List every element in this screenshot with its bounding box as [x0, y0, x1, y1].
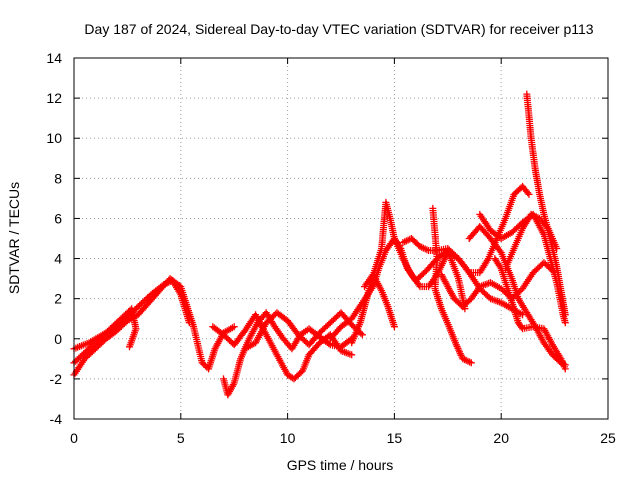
series-track-5	[209, 311, 356, 383]
y-tick-label: 12	[46, 90, 62, 106]
y-tick-label: 6	[54, 210, 62, 226]
y-tick-label: 4	[54, 251, 62, 267]
y-tick-label: 14	[46, 50, 62, 66]
x-tick-label: 10	[280, 430, 296, 446]
y-tick-label: -4	[50, 411, 63, 427]
y-tick-label: 8	[54, 170, 62, 186]
series-track-3	[70, 305, 140, 353]
series-track-9	[361, 271, 398, 331]
x-tick-labels: 0 5 10 15 20 25	[70, 430, 616, 446]
marker-track	[361, 271, 398, 331]
y-axis-label: SDTVAR / TECUs	[6, 182, 22, 294]
marker-track	[429, 204, 475, 367]
x-tick-label: 15	[387, 430, 403, 446]
x-tick-label: 0	[70, 430, 78, 446]
y-tick-labels: -4 -2 0 2 4 6 8 10 12 14	[46, 50, 62, 427]
y-tick-label: 2	[54, 291, 62, 307]
y-tick-label: -2	[50, 371, 63, 387]
series-track-17	[502, 210, 561, 273]
series-track-15	[491, 255, 569, 373]
series-track-4	[220, 309, 356, 399]
y-tick-label: 0	[54, 331, 62, 347]
marker-track	[70, 305, 140, 353]
grid-lines	[74, 58, 608, 419]
axis-ticks	[73, 57, 609, 420]
marker-track	[523, 90, 569, 319]
marker-track	[502, 210, 561, 273]
x-tick-label: 25	[600, 430, 616, 446]
x-axis-label: GPS time / hours	[287, 457, 394, 473]
marker-track	[491, 255, 569, 373]
chart-title: Day 187 of 2024, Sidereal Day-to-day VTE…	[84, 21, 593, 37]
series-track-11	[429, 204, 475, 367]
plot-frame	[73, 57, 609, 420]
marker-track	[220, 309, 356, 399]
y-tick-label: 10	[46, 130, 62, 146]
x-tick-label: 20	[493, 430, 509, 446]
data-markers	[70, 90, 569, 399]
series-track-16	[523, 90, 569, 319]
marker-track	[209, 311, 356, 383]
x-tick-label: 5	[177, 430, 185, 446]
